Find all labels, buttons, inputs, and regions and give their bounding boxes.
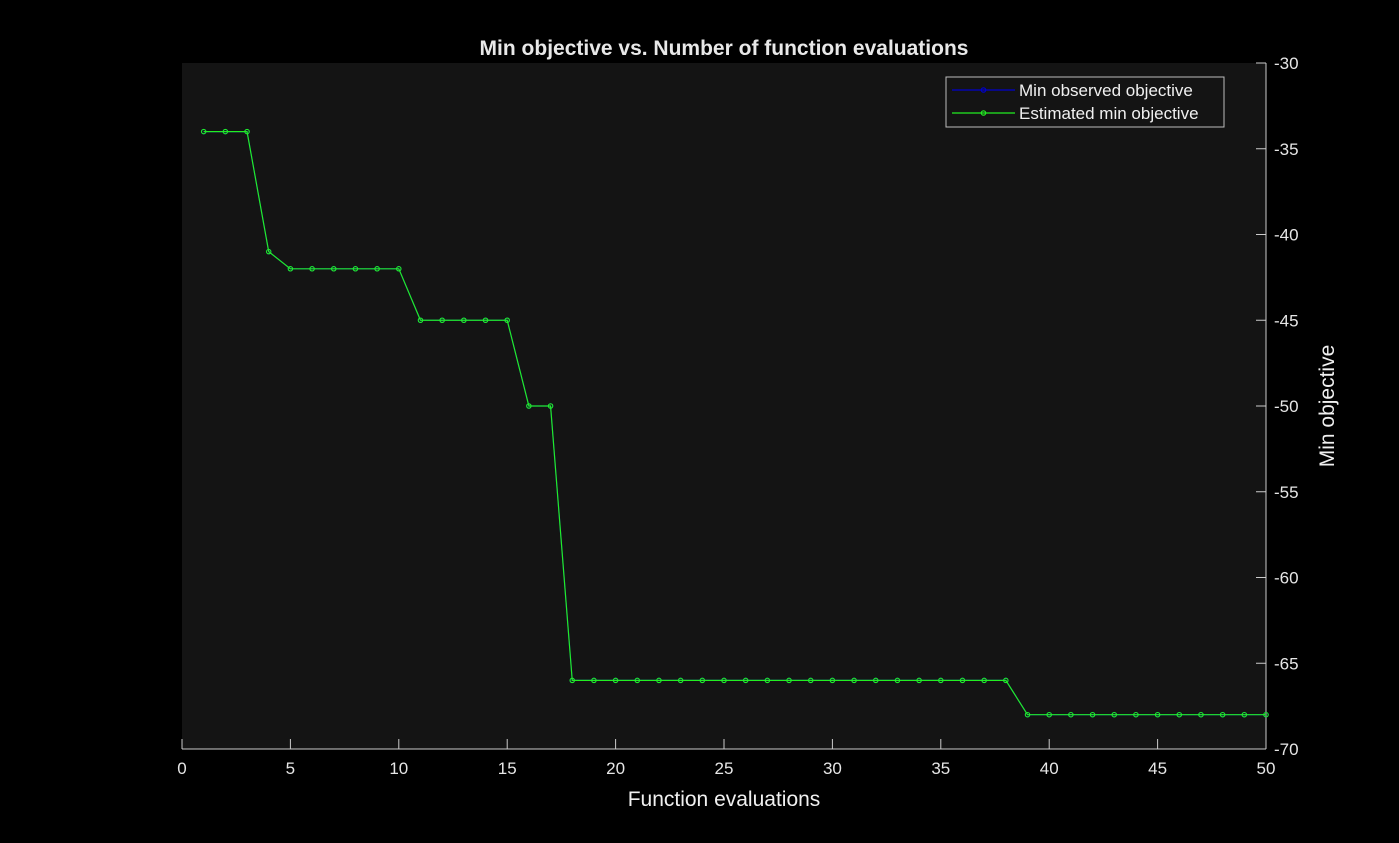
data-point [222,128,229,135]
data-point [461,317,467,323]
y-tick-label: -70 [1274,740,1299,759]
data-point [807,677,814,684]
legend: Min observed objective Estimated min obj… [945,76,1225,128]
data-point [721,677,727,684]
chart-title: Min objective vs. Number of function eva… [480,37,969,60]
axes-background [182,63,1266,749]
y-tick-label: -55 [1274,483,1299,502]
series-1 [200,128,1269,718]
data-point [764,677,771,684]
x-tick-label: 40 [1040,759,1059,778]
data-point [331,266,337,272]
legend-label-estimated-min: Estimated min objective [1019,104,1199,123]
data-point [894,677,901,684]
data-point [374,266,380,272]
data-point [569,677,575,684]
data-point [265,248,272,255]
data-point [1024,711,1031,718]
y-tick-label: -35 [1274,140,1299,159]
data-point [677,677,684,684]
data-point [981,677,987,684]
data-point [352,266,359,272]
x-tick-label: 20 [606,759,625,778]
y-axis-label: Min objective [1316,345,1339,468]
x-tick-label: 15 [498,759,517,778]
legend-label-min-observed: Min observed objective [1019,81,1193,100]
legend-marker-estimated-min [980,110,987,116]
data-point [482,317,489,323]
x-tick-label: 25 [715,759,734,778]
data-point [1046,711,1052,718]
x-tick-label: 45 [1148,759,1167,778]
data-point [504,317,510,323]
data-point [1219,711,1226,718]
x-tick-label: 30 [823,759,842,778]
data-point [742,677,749,684]
data-point [873,677,879,684]
data-point [959,677,966,684]
data-point [547,403,554,409]
data-point [1111,711,1117,718]
data-point [851,677,857,684]
data-point [1089,711,1096,718]
data-point [1003,677,1009,684]
x-tick-label: 5 [286,759,295,778]
data-point [1198,711,1204,718]
legend-marker-min-observed [980,87,987,93]
y-tick-label: -60 [1274,569,1299,588]
y-tick-label: -40 [1274,226,1299,245]
y-tick-label: -45 [1274,311,1299,330]
data-point [417,317,424,323]
x-tick-label: 10 [389,759,408,778]
data-point [699,677,706,684]
x-tick-label: 35 [931,759,950,778]
data-point [287,266,294,272]
data-point [634,677,641,684]
series-line [203,131,1266,716]
data-point [1133,711,1139,718]
data-point [1241,711,1248,718]
x-tick-label: 50 [1257,759,1276,778]
data-point [1263,711,1269,718]
y-tick-label: -30 [1274,54,1299,73]
data-point [591,677,597,684]
data-point [439,317,445,323]
data-point [612,677,619,684]
data-point [1154,711,1161,718]
data-point [1176,711,1183,718]
data-point [244,128,250,135]
axes: 0 5 10 15 20 25 30 35 40 45 50 -30 -35 -40 -45 -50 -55 -6… [177,54,1298,778]
data-point [1068,711,1074,718]
data-point [526,403,532,409]
data-point [396,266,402,272]
x-tick-label: 0 [177,759,186,778]
data-point [829,677,836,684]
legend-box [945,76,1225,128]
data-point [309,266,315,272]
data-point [786,677,792,684]
y-tick-label: -65 [1274,654,1299,673]
x-axis-label: Function evaluations [628,788,821,811]
data-point [656,677,662,684]
series-layer [200,128,1269,718]
data-point [916,677,922,684]
data-point [938,677,944,684]
data-point [200,128,207,135]
y-tick-label: -50 [1274,397,1299,416]
